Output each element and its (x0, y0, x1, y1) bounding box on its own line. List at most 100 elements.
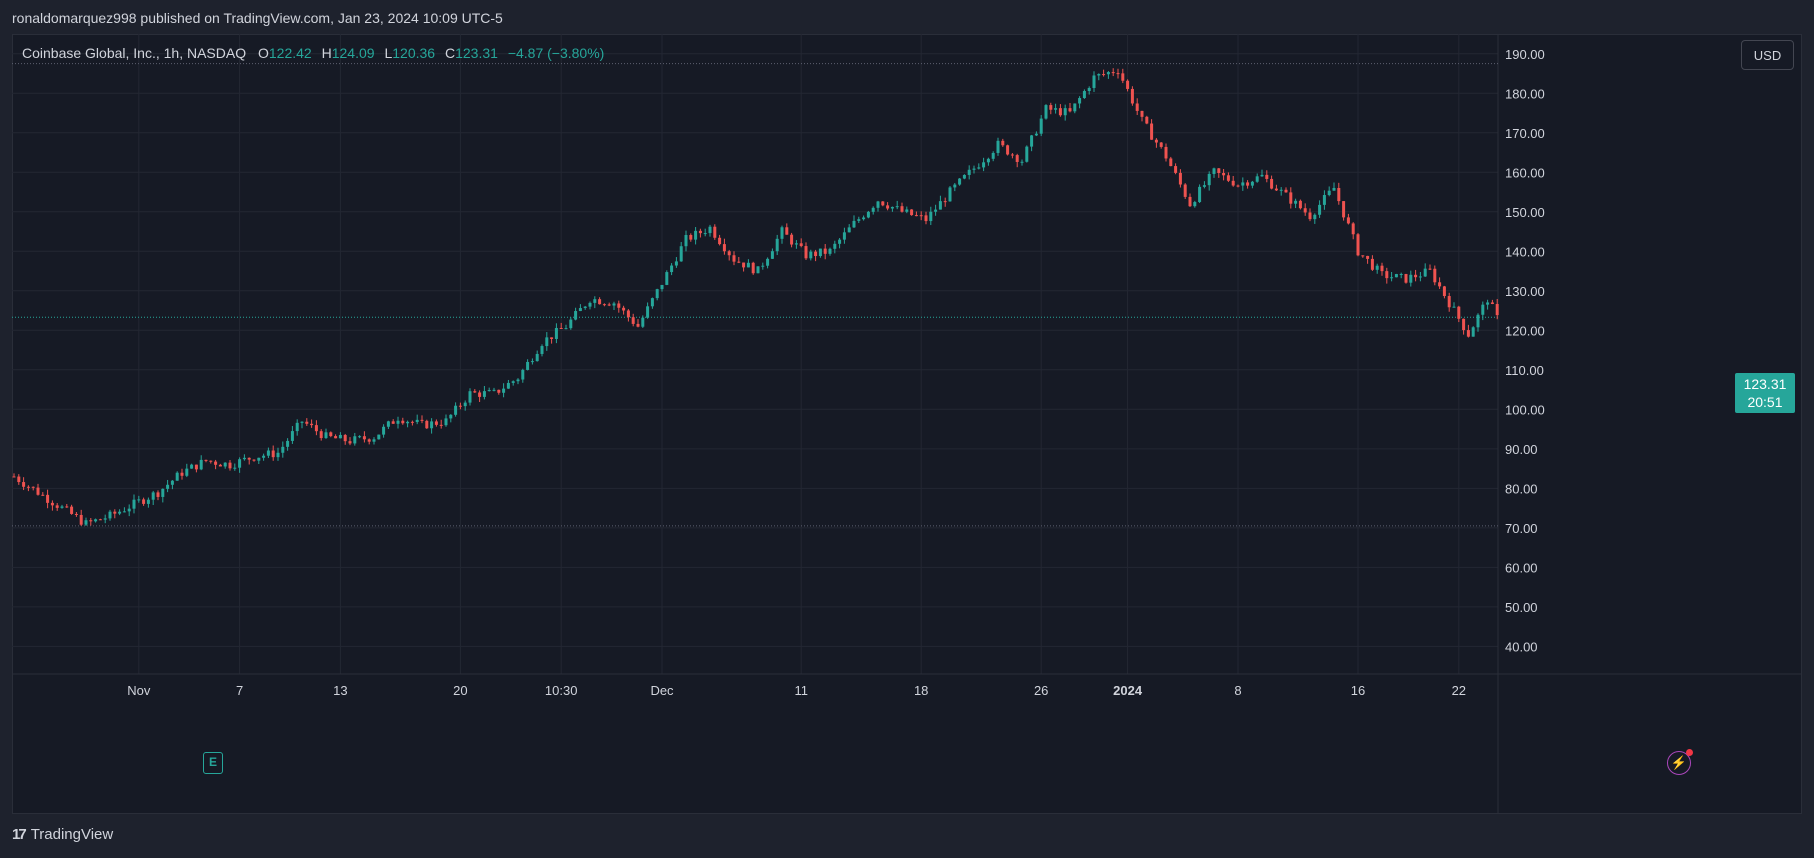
candle-body (890, 206, 894, 209)
candle-body (775, 238, 779, 252)
candle-body (506, 382, 510, 389)
change-value: −4.87 (−3.80%) (507, 45, 605, 61)
candle-body (343, 434, 347, 442)
candle-body (679, 246, 683, 262)
candle-body (953, 184, 957, 188)
candle-body (118, 511, 122, 514)
candle-body (127, 508, 131, 512)
time-tick-label: 8 (1234, 683, 1241, 698)
candle-body (857, 219, 861, 221)
candle-body (55, 505, 59, 508)
candle-body (50, 502, 54, 506)
candle-body (1102, 74, 1106, 76)
candle-body (1202, 185, 1206, 187)
candle-body (910, 209, 914, 216)
candle-body (1006, 145, 1010, 155)
candle-body (823, 248, 827, 254)
candle-body (718, 237, 722, 245)
candle-body (377, 434, 381, 440)
candle-body (564, 328, 568, 330)
candle-body (497, 389, 501, 393)
candle-body (1380, 265, 1384, 272)
candle-body (1198, 186, 1202, 203)
candle-body (271, 450, 275, 458)
candle-body (593, 299, 597, 303)
lightning-alert-icon[interactable]: ⚡ (1667, 749, 1693, 775)
candle-body (478, 392, 482, 397)
candle-body (914, 215, 918, 217)
candle-body (1346, 217, 1350, 224)
candle-body (98, 519, 102, 521)
candle-body (1135, 103, 1139, 111)
candle-body (180, 472, 184, 476)
candle-body (900, 206, 904, 212)
candle-body (1308, 212, 1312, 220)
time-tick-label: Nov (127, 683, 151, 698)
candle-body (223, 462, 227, 467)
candle-body (967, 169, 971, 175)
candle-body (574, 311, 578, 320)
candle-body (276, 452, 280, 458)
candle-body (905, 209, 909, 212)
candle-body (410, 421, 414, 423)
candle-body (847, 227, 851, 233)
candle-body (814, 251, 818, 257)
time-tick-label: 11 (794, 683, 808, 698)
candle-body (84, 520, 88, 525)
candle-body (948, 187, 952, 202)
candle-body (785, 227, 789, 235)
candle-body (1188, 196, 1192, 207)
candle-body (386, 421, 390, 427)
candle-body (838, 239, 842, 244)
candle-body (1049, 105, 1053, 110)
bar-countdown: 20:51 (1747, 394, 1783, 410)
candle-body (1039, 118, 1043, 134)
time-tick-label: Dec (650, 683, 674, 698)
candle-body (1159, 142, 1163, 147)
candle-body (252, 459, 256, 461)
candle-body (132, 499, 136, 509)
candle-body (1111, 72, 1115, 74)
candle-body (660, 284, 664, 290)
candle-body (262, 455, 266, 458)
candle-body (550, 337, 554, 339)
candle-body (876, 201, 880, 208)
candle-body (689, 235, 693, 240)
time-tick-label: 10:30 (545, 683, 578, 698)
candle-body (74, 513, 78, 515)
candle-body (598, 299, 602, 305)
currency-button[interactable]: USD (1741, 40, 1794, 70)
candle-body (1414, 274, 1418, 278)
candle-body (655, 289, 659, 299)
candle-body (1433, 268, 1437, 283)
candle-body (487, 390, 491, 392)
candle-body (362, 436, 366, 440)
candle-body (458, 405, 462, 407)
candle-body (1236, 185, 1240, 187)
candle-body (842, 232, 846, 240)
candle-body (694, 230, 698, 240)
candle-body (334, 436, 338, 439)
candle-body (454, 405, 458, 415)
candle-body (12, 476, 16, 478)
price-tick-label: 180.00 (1505, 86, 1545, 101)
candle-body (1025, 146, 1029, 162)
candle-body (137, 499, 141, 501)
candle-body (962, 174, 966, 179)
candle-body (1313, 214, 1317, 220)
candle-body (886, 205, 890, 209)
candle-body (1034, 133, 1038, 136)
candle-body (473, 391, 477, 393)
candle-body (396, 420, 400, 424)
earnings-icon[interactable]: E (203, 752, 223, 774)
candle-body (1270, 178, 1274, 189)
candle-body (698, 230, 702, 234)
candle-body (1207, 173, 1211, 186)
price-tick-label: 100.00 (1505, 402, 1545, 417)
candle-body (185, 468, 189, 476)
candle-body (382, 426, 386, 435)
time-tick-label: 18 (914, 683, 928, 698)
candle-body (713, 226, 717, 238)
candle-body (36, 487, 40, 495)
candlestick-chart[interactable]: 40.00 50.00 60.00 70.00 80.00 90.00 100.00 110.… (12, 34, 1802, 814)
